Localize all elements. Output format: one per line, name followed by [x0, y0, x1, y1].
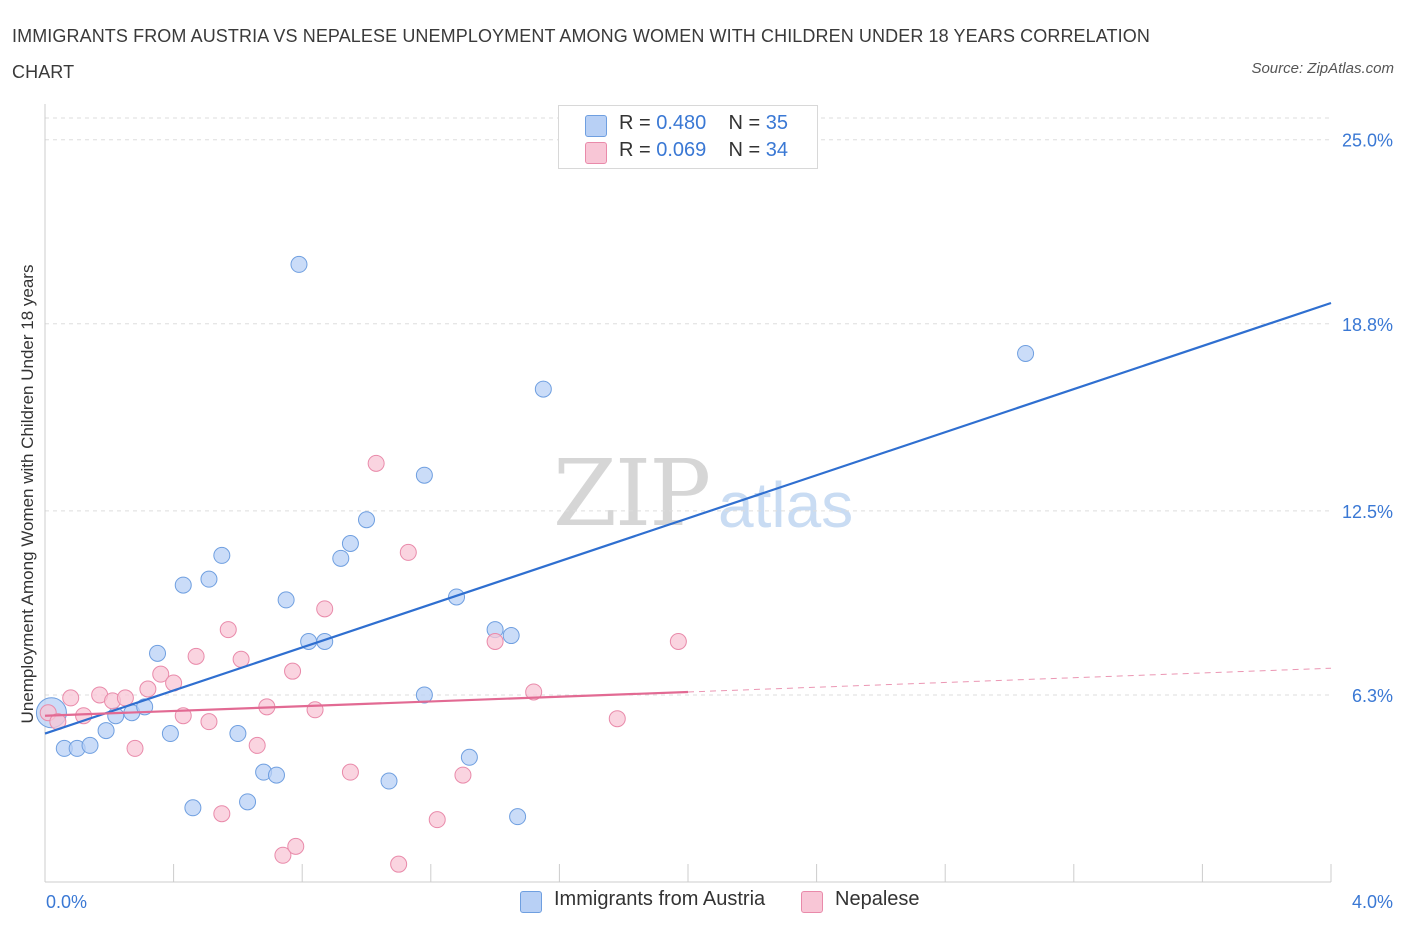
data-point-nepalese [525, 683, 543, 701]
data-point-nepalese [341, 763, 359, 781]
legend-label-austria: Immigrants from Austria [554, 888, 766, 910]
data-point-austria [277, 591, 295, 609]
data-point-austria [267, 766, 285, 784]
data-point-austria [97, 722, 115, 740]
data-point-nepalese [213, 805, 231, 823]
n-value-nepalese: 34 [765, 139, 789, 161]
y-tick-label: 25.0% [1342, 131, 1393, 151]
r-label: R = [619, 139, 651, 161]
data-point-austria [341, 535, 359, 553]
y-tick-label: 6.3% [1352, 686, 1393, 706]
n-label: N = [728, 112, 761, 134]
n-value-austria: 35 [765, 112, 789, 134]
data-point-austria [81, 736, 99, 754]
data-point-nepalese [287, 837, 305, 855]
data-point-austria [358, 511, 375, 529]
data-point-nepalese [306, 701, 324, 719]
data-point-austria [415, 466, 433, 484]
data-point-austria [448, 588, 466, 606]
data-point-austria [534, 380, 552, 398]
data-point-nepalese [62, 689, 80, 707]
y-tick-label: 18.8% [1342, 315, 1393, 335]
data-point-austria [149, 644, 167, 662]
source-label: Source: ZipAtlas.com [1251, 60, 1394, 77]
y-tick-label: 12.5% [1342, 502, 1393, 522]
data-point-nepalese [608, 710, 626, 728]
data-point-nepalese [669, 632, 687, 650]
data-point-nepalese [316, 600, 334, 618]
data-point-austria [502, 627, 520, 645]
data-point-nepalese [219, 621, 237, 639]
austria-legend-swatch [520, 891, 542, 913]
chart-title: IMMIGRANTS FROM AUSTRIA VS NEPALESE UNEM… [12, 26, 1150, 82]
austria-swatch [585, 115, 607, 137]
x-tick-label: 0.0% [46, 892, 87, 912]
data-point-nepalese [248, 736, 266, 754]
data-point-austria [229, 725, 247, 743]
r-value-nepalese: 0.069 [656, 139, 707, 161]
data-point-austria [184, 799, 202, 817]
data-point-nepalese [454, 766, 472, 784]
data-point-nepalese [284, 662, 302, 680]
trend-line-nepalese [44, 690, 689, 717]
data-point-nepalese [367, 454, 385, 472]
nepalese-swatch [585, 142, 607, 164]
legend-label-nepalese: Nepalese [835, 888, 920, 910]
data-point-austria [290, 255, 308, 273]
watermark-zip: ZIP [553, 440, 711, 547]
data-point-nepalese [139, 680, 157, 698]
data-point-austria [161, 725, 179, 743]
stats-legend: R = 0.480 N = 35 R = 0.069 N = 34 [558, 105, 818, 169]
data-point-austria [380, 772, 398, 790]
data-point-nepalese [200, 713, 218, 731]
trend-line-extension-nepalese [687, 667, 1332, 693]
data-point-nepalese [116, 689, 134, 707]
data-point-nepalese [274, 846, 292, 864]
data-point-nepalese [126, 739, 144, 757]
data-point-austria [1017, 344, 1035, 362]
data-point-nepalese [428, 811, 446, 829]
nepalese-legend-swatch [801, 891, 823, 913]
r-label: R = [619, 112, 651, 134]
data-point-austria [415, 686, 433, 704]
data-point-austria [460, 748, 478, 766]
x-tick-label: 4.0% [1352, 892, 1393, 912]
data-point-austria [200, 570, 218, 588]
data-point-austria [332, 549, 350, 567]
data-point-nepalese [187, 647, 205, 665]
data-point-austria [213, 546, 231, 564]
data-point-austria [174, 576, 192, 594]
data-point-nepalese [390, 855, 408, 873]
n-label: N = [728, 139, 761, 161]
trend-line-austria [44, 301, 1332, 735]
data-point-austria [239, 793, 257, 811]
data-point-austria [509, 808, 527, 826]
data-point-nepalese [399, 543, 417, 561]
data-point-nepalese [152, 665, 170, 683]
r-value-austria: 0.480 [656, 112, 707, 134]
data-point-nepalese [486, 632, 504, 650]
watermark-atlas: atlas [718, 469, 854, 541]
y-axis-label: Unemployment Among Women with Children U… [18, 265, 37, 724]
